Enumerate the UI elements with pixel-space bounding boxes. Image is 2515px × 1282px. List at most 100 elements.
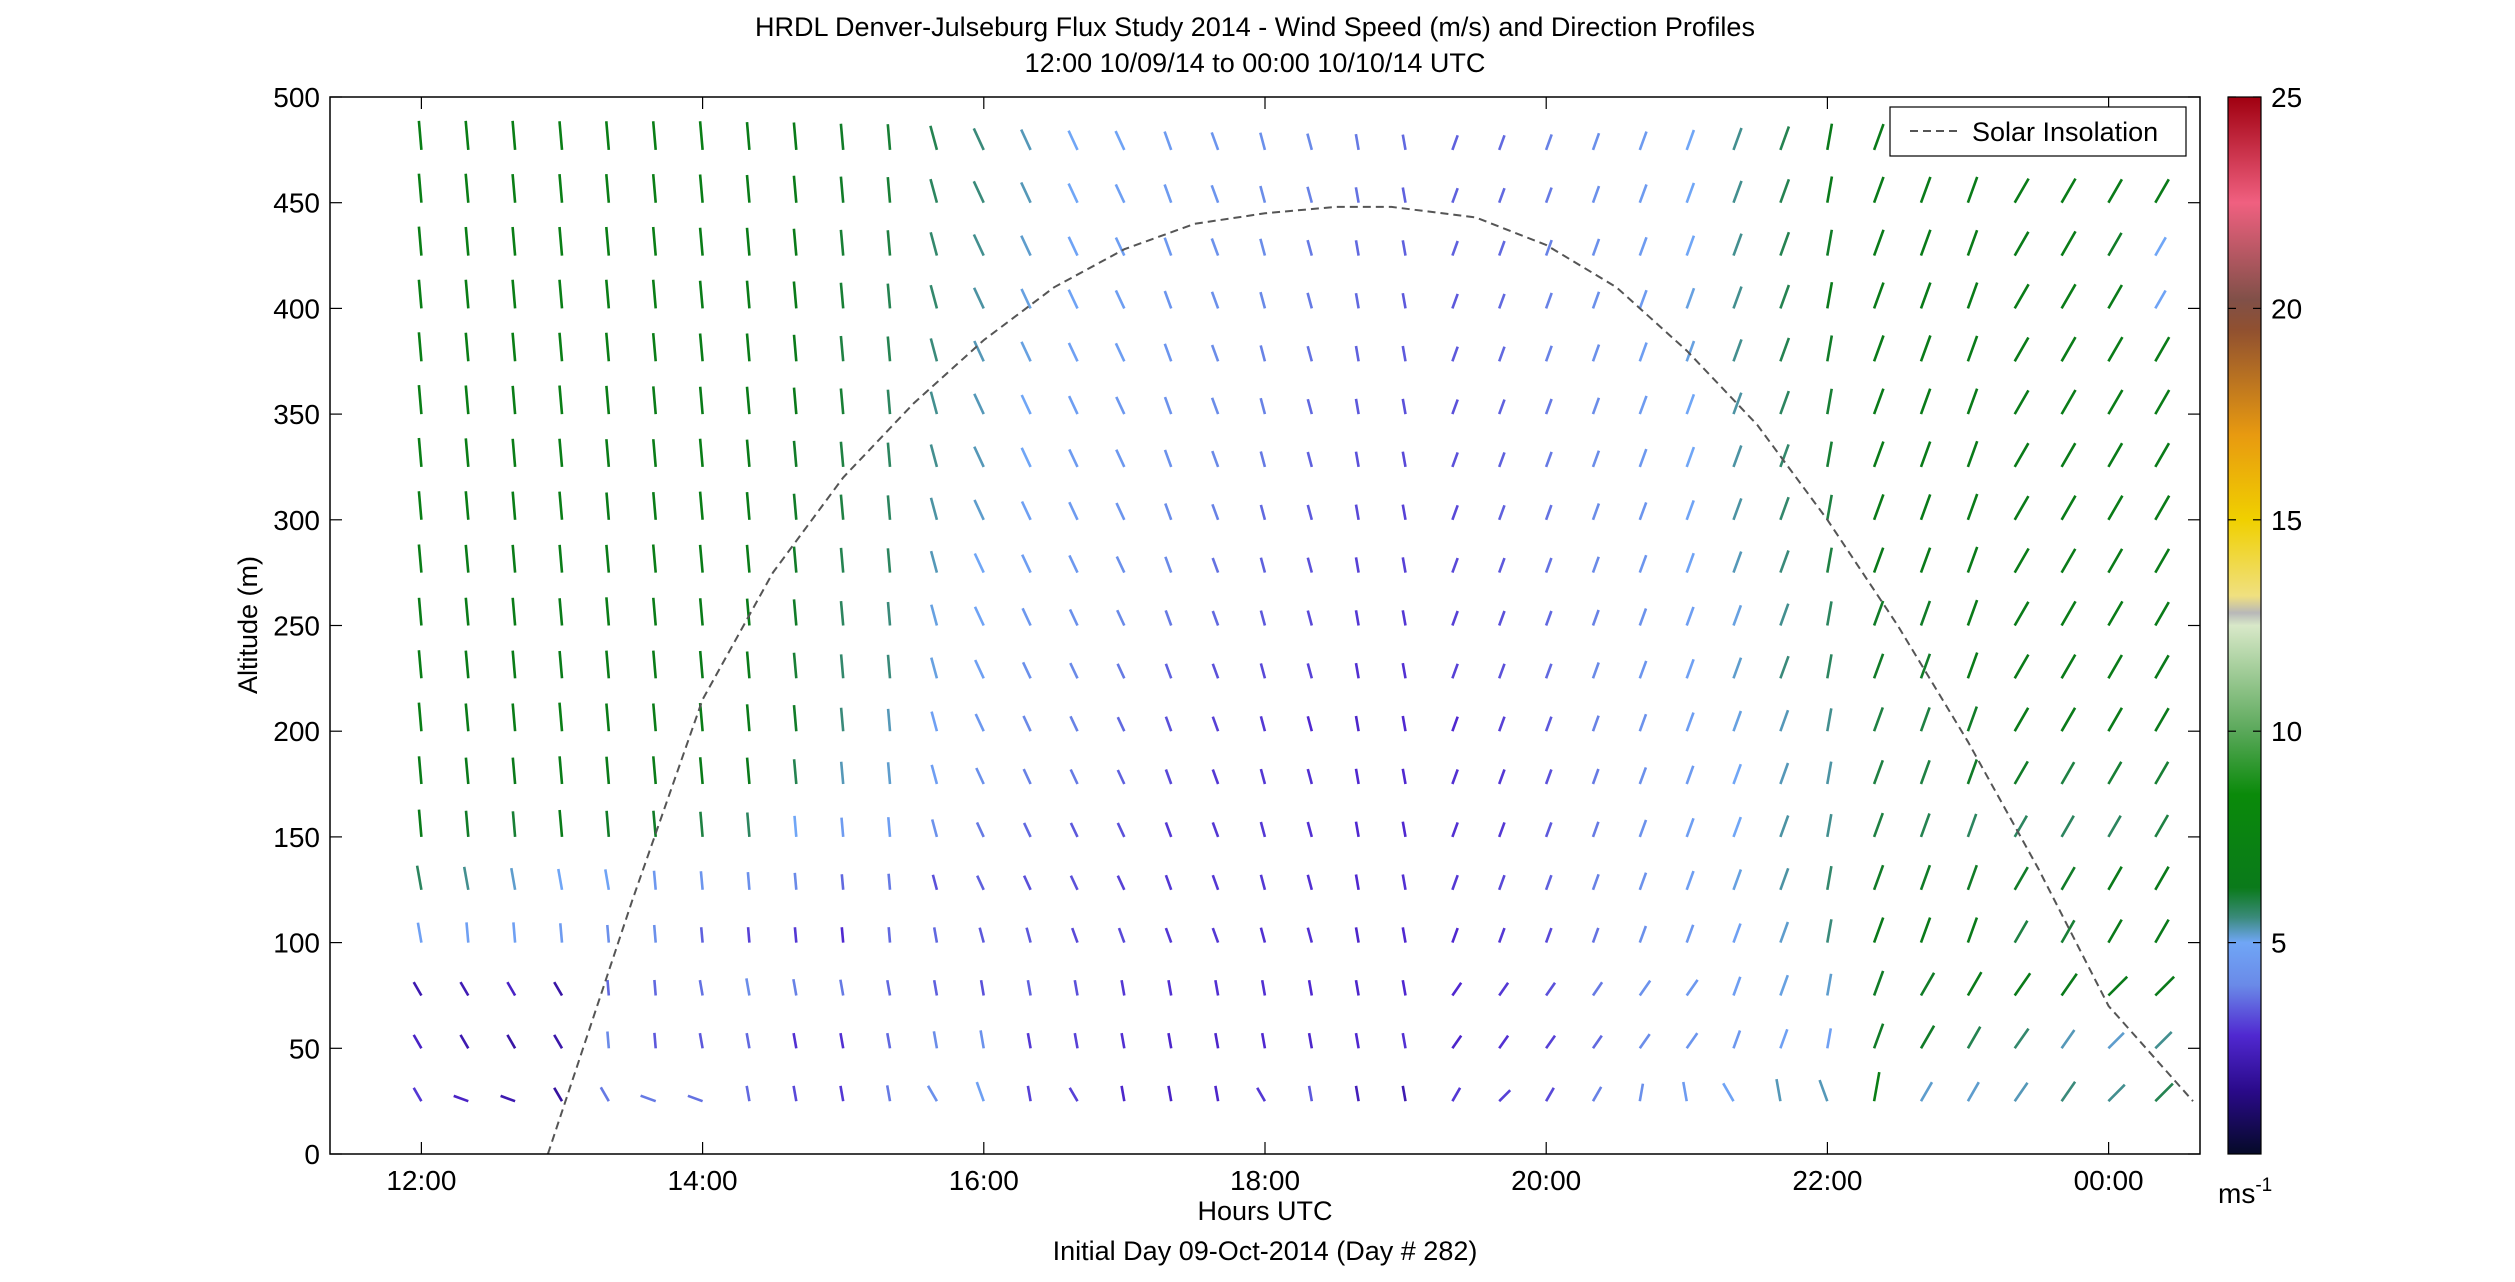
wind-barb [1401, 504, 1407, 521]
wind-barb [1163, 343, 1173, 362]
wind-barb [1114, 342, 1126, 362]
wind-barb [1779, 655, 1790, 679]
wind-barb [1685, 499, 1695, 521]
wind-barb [1073, 979, 1079, 996]
wind-barb [2202, 815, 2215, 837]
wind-barb [886, 442, 892, 468]
wind-barb [1068, 1087, 1079, 1102]
wind-barb [2202, 338, 2215, 361]
wind-barb [2154, 289, 2167, 310]
wind-barb [886, 124, 892, 151]
wind-barb [1497, 821, 1506, 838]
wind-barb [464, 279, 470, 309]
wind-barb [1211, 821, 1220, 838]
x-tick-label: 00:00 [2074, 1165, 2144, 1196]
wind-barb [1122, 97, 1125, 98]
wind-barb [2060, 1029, 2076, 1050]
wind-barb [1452, 97, 1454, 98]
wind-barb [698, 333, 704, 362]
wind-barb [1114, 183, 1126, 204]
wind-barb [1685, 817, 1695, 838]
wind-barb [464, 757, 470, 785]
wind-barb [651, 226, 657, 256]
wind-barb [512, 922, 517, 943]
wind-barb [1497, 346, 1506, 362]
wind-barb [745, 544, 751, 573]
wind-barb [1544, 769, 1553, 785]
wind-barb [652, 924, 657, 943]
wind-barb [1354, 874, 1360, 891]
chart-title: HRDL Denver-Julseburg Flux Study 2014 - … [755, 12, 1755, 42]
wind-barb [2296, 394, 2313, 414]
wind-barb [2343, 764, 2360, 784]
wind-barb [886, 979, 892, 996]
wind-barb [605, 544, 611, 573]
x-tick-label: 14:00 [668, 1165, 738, 1196]
wind-barb [2343, 1087, 2357, 1101]
wind-barb [2154, 389, 2171, 415]
wind-barb [1826, 865, 1833, 891]
wind-barb [2202, 285, 2216, 308]
wind-barb [652, 597, 657, 626]
wind-barb [2343, 341, 2360, 361]
wind-barb [1826, 229, 1834, 256]
wind-barb [2154, 866, 2170, 891]
wind-barb [840, 874, 845, 890]
wind-barb [1069, 875, 1079, 891]
wind-barb [978, 927, 985, 943]
wind-barb [2343, 499, 2360, 519]
wind-barb [2343, 711, 2360, 731]
wind-barb [1919, 972, 1936, 997]
wind-barb [1638, 819, 1648, 838]
wind-barb [1638, 236, 1648, 257]
wind-barb [1497, 504, 1506, 521]
wind-barb [1029, 97, 1031, 98]
wind-barb [929, 550, 939, 573]
wind-barb [1021, 554, 1032, 574]
y-tick-label: 50 [289, 1033, 320, 1064]
wind-barb [606, 924, 611, 943]
wind-barb [2154, 236, 2167, 257]
wind-barb [2107, 1031, 2125, 1050]
wind-barb [1022, 822, 1032, 838]
wind-barb [1211, 503, 1220, 521]
wind-barb [2296, 605, 2314, 626]
wind-barb [1779, 603, 1790, 626]
wind-barb [2154, 336, 2171, 362]
wind-barb [1638, 184, 1648, 204]
wind-barb [2154, 761, 2170, 785]
wind-barb [745, 1032, 751, 1049]
wind-barb [1306, 768, 1314, 785]
wind-barb [2107, 600, 2124, 627]
wind-barb [1497, 187, 1506, 204]
wind-barb [1451, 716, 1459, 732]
wind-barb [839, 547, 845, 573]
wind-barb [2013, 336, 2030, 362]
wind-barb [1354, 398, 1360, 415]
wind-barb [839, 335, 845, 362]
wind-barb [1685, 1032, 1699, 1050]
wind-barb [1685, 340, 1696, 362]
wind-barb [1826, 388, 1833, 415]
wind-barb [1546, 97, 1548, 98]
wind-barb [511, 173, 517, 203]
wind-barb [1211, 716, 1220, 732]
wind-barb [839, 176, 845, 203]
wind-barb [2202, 232, 2216, 255]
wind-barb [698, 386, 704, 415]
wind-barb [1544, 239, 1553, 257]
wind-barb [1544, 292, 1553, 309]
wind-barb [1211, 927, 1220, 944]
wind-barb [1068, 501, 1079, 521]
legend: Solar Insolation [1889, 106, 2187, 157]
wind-barb [840, 927, 845, 943]
wind-barb [651, 279, 657, 309]
wind-barb [1259, 874, 1267, 891]
wind-barb [417, 120, 423, 151]
wind-barb [558, 491, 564, 520]
wind-barb [929, 444, 939, 468]
wind-barb [417, 650, 423, 679]
wind-barb [2296, 552, 2313, 572]
wind-barb [839, 229, 845, 256]
wind-barb [1591, 450, 1601, 468]
